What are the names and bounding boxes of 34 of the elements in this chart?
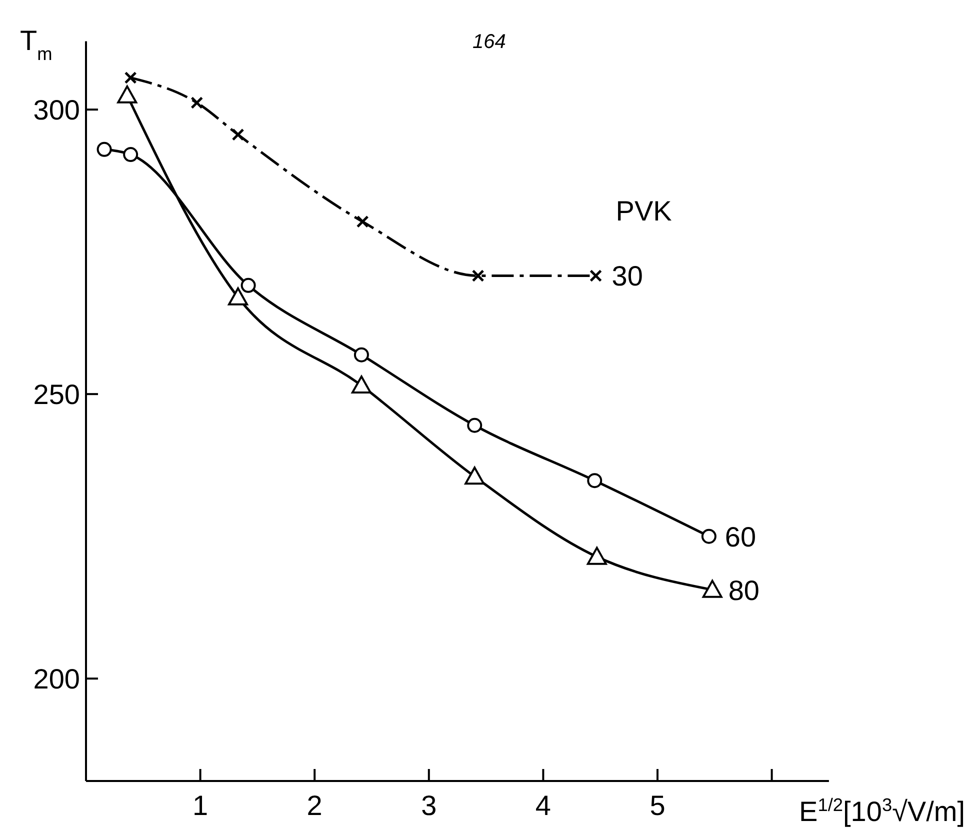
point <box>356 215 369 228</box>
point <box>190 96 204 109</box>
point <box>467 418 482 433</box>
annotation: 164 <box>472 31 506 53</box>
series-label: 80 <box>728 574 760 606</box>
point <box>240 278 256 293</box>
point <box>117 85 138 104</box>
x-tick-label: 5 <box>650 790 666 821</box>
y-tick-label: 250 <box>33 379 80 410</box>
x-tick-label: 1 <box>192 790 208 821</box>
point <box>354 347 369 362</box>
point <box>96 142 112 157</box>
point <box>590 269 602 282</box>
y-tick-label: 300 <box>33 94 80 126</box>
y-axis-title: T$_{m}$ <box>20 25 52 64</box>
x-axis-title: E$^{1/2}$[10$^{3}$√V/m] <box>799 795 965 827</box>
series-label: 60 <box>724 521 756 552</box>
point <box>702 580 722 598</box>
x-tick-label: 3 <box>421 790 437 821</box>
point <box>228 287 248 306</box>
y-tick-label: 200 <box>33 664 80 695</box>
point <box>464 466 485 485</box>
series-label: 30 <box>612 260 643 292</box>
point <box>124 71 137 84</box>
point <box>701 528 716 544</box>
point <box>586 546 607 565</box>
x-tick-label: 4 <box>535 790 551 821</box>
point <box>587 473 602 488</box>
legend-title: PVK <box>616 196 672 227</box>
point <box>472 269 484 282</box>
point <box>351 376 372 394</box>
point <box>123 147 138 162</box>
point <box>232 128 244 141</box>
x-tick-label: 2 <box>306 790 322 821</box>
